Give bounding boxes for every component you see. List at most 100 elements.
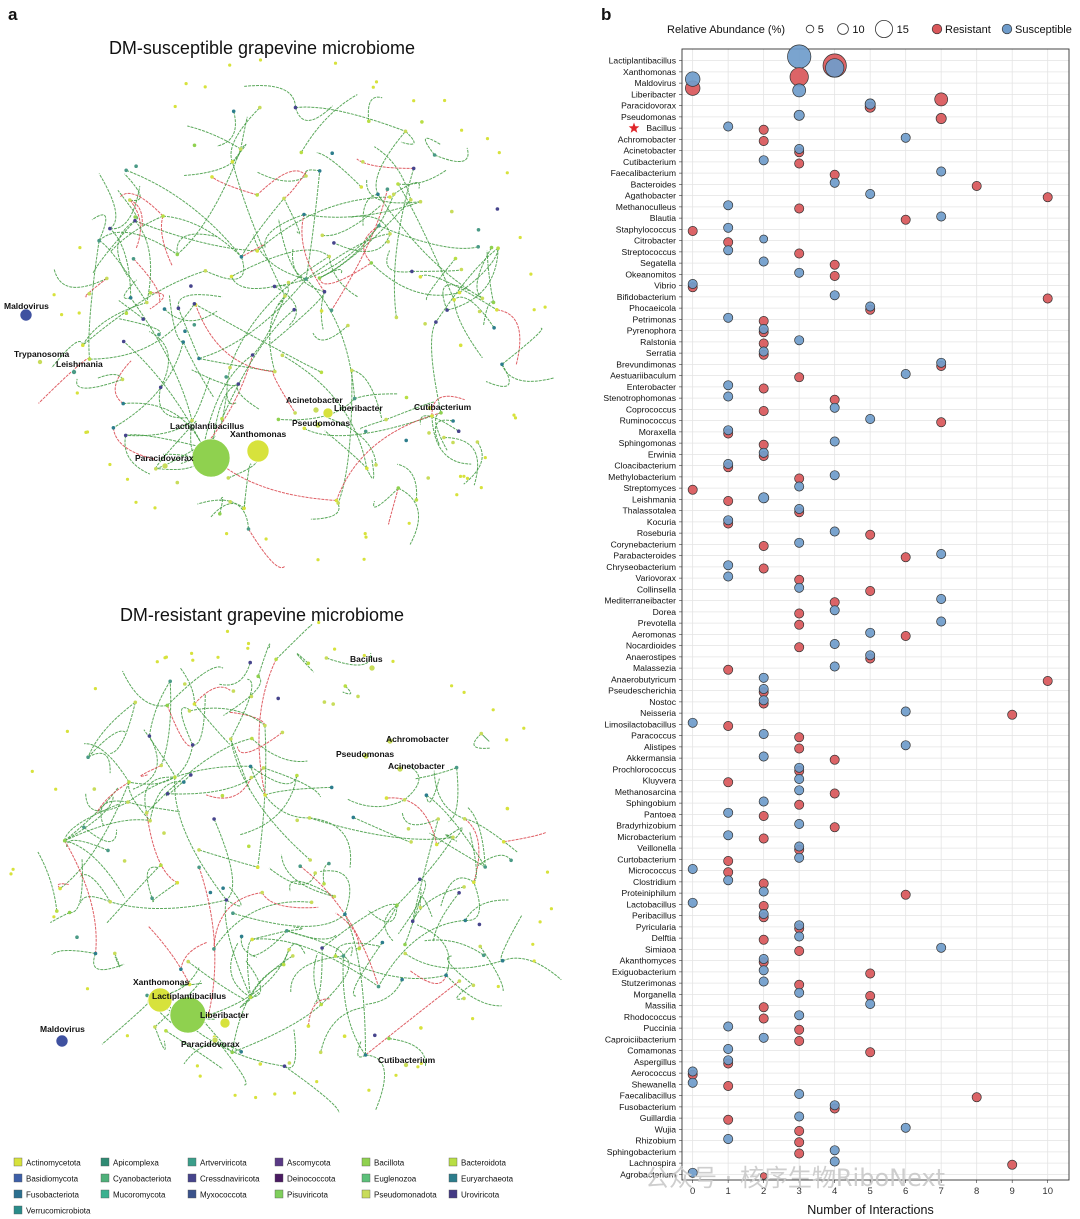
network-edge xyxy=(312,325,349,341)
hub-node-xanthomonas xyxy=(147,987,173,1013)
legend-size-value: 15 xyxy=(897,24,909,36)
network-node xyxy=(331,702,336,706)
network-node xyxy=(357,946,362,951)
network-edge xyxy=(485,364,510,387)
network-edge xyxy=(98,173,117,230)
network-edge xyxy=(250,765,298,785)
data-point-susceptible-methylobacterium xyxy=(829,470,840,481)
hub-node-maldovirus xyxy=(55,1034,69,1048)
data-point-susceptible-sphingobium xyxy=(758,796,769,807)
data-point-resistant-exiguobacterium xyxy=(865,968,876,979)
network-node xyxy=(320,233,325,238)
network-node xyxy=(304,174,308,178)
network-node xyxy=(462,996,466,1001)
network-node xyxy=(250,736,254,741)
network-edge xyxy=(132,735,158,790)
network-node xyxy=(148,291,153,295)
network-edge xyxy=(307,998,331,1027)
network-edge xyxy=(336,412,442,501)
isolated-node xyxy=(543,305,547,309)
network-node xyxy=(376,984,381,989)
network-edge xyxy=(359,419,387,430)
genus-label: Clostridium xyxy=(633,877,676,887)
network-node xyxy=(131,257,136,261)
network-edge xyxy=(322,863,330,884)
data-point-susceptible-rhizobium xyxy=(723,1134,734,1144)
legend-label-verrucomicrobiota: Verrucomicrobiota xyxy=(26,1207,91,1216)
legend-series-marker xyxy=(931,23,943,35)
data-point-resistant-agrobacterium xyxy=(760,1172,768,1180)
network-node xyxy=(319,1002,324,1007)
genus-label: Pseudescherichia xyxy=(608,686,676,696)
network-node xyxy=(496,246,500,250)
network-edge xyxy=(176,233,218,255)
data-point-susceptible-micrococcus xyxy=(687,864,698,874)
network-node xyxy=(248,660,252,665)
network-node xyxy=(255,249,260,253)
genus-label: Parabacteroides xyxy=(613,551,676,561)
data-point-susceptible-methanosarcina xyxy=(794,785,805,796)
network-edge xyxy=(268,867,316,885)
chart-legend: Relative Abundance (%) 5 10 15 Resistant Susc… xyxy=(667,19,1072,39)
isolated-node xyxy=(195,1064,199,1068)
data-point-resistant-guillardia xyxy=(723,1114,734,1125)
network-node xyxy=(145,993,149,998)
network-node xyxy=(445,308,449,312)
network-node xyxy=(402,798,407,802)
data-point-susceptible-aerococcus xyxy=(687,1066,698,1077)
genus-label: Mediterraneibacter xyxy=(604,596,676,606)
x-tick-label: 3 xyxy=(797,1186,802,1197)
isolated-node xyxy=(532,308,536,312)
network-edge xyxy=(232,912,346,927)
network-edge xyxy=(320,870,351,915)
network-edge xyxy=(256,196,390,252)
network-edge xyxy=(216,111,236,147)
x-tick-label: 0 xyxy=(690,1186,695,1197)
network-edge xyxy=(146,738,253,814)
hub-label-xanthomonas: Xanthomonas xyxy=(230,429,286,439)
network-edge xyxy=(305,170,321,280)
network-node xyxy=(495,308,499,312)
isolated-node xyxy=(75,391,79,395)
data-point-susceptible-clostridium xyxy=(723,875,734,886)
network-node xyxy=(197,356,201,361)
network-node xyxy=(133,700,138,705)
network-edge xyxy=(388,1038,427,1066)
isolated-node xyxy=(184,82,188,86)
network-edge xyxy=(109,228,132,298)
network-node xyxy=(363,429,368,434)
genus-label: Prevotella xyxy=(638,618,676,628)
isolated-node xyxy=(505,738,509,742)
network-edge xyxy=(416,924,450,976)
hub-node-paracidovorax xyxy=(161,462,169,470)
network-edge xyxy=(258,659,277,796)
network-edge xyxy=(146,812,178,884)
hub-label-acinetobacter: Acinetobacter xyxy=(286,395,343,405)
data-point-resistant-aestuariibaculum xyxy=(794,372,805,383)
data-point-susceptible-staphylococcus xyxy=(723,222,734,233)
network-edge xyxy=(124,435,151,475)
network-edge xyxy=(502,957,562,981)
isolated-node xyxy=(173,104,177,109)
network-node xyxy=(478,944,483,949)
network-node xyxy=(359,185,364,189)
network-edge xyxy=(167,767,264,795)
network-edge xyxy=(194,686,231,705)
genus-label: Paracidovorax xyxy=(621,101,677,111)
network-node xyxy=(391,192,396,197)
phylum-legend: Actinomycetota Apicomplexa Artverviricota A… xyxy=(13,1157,514,1216)
data-point-resistant-simiaoa xyxy=(794,946,805,956)
isolated-node xyxy=(471,1017,475,1021)
network-node xyxy=(238,147,243,151)
isolated-node xyxy=(191,658,195,662)
genus-label: Sphingobacterium xyxy=(607,1147,676,1157)
network-node xyxy=(302,212,306,217)
network-node xyxy=(500,362,504,367)
network-node xyxy=(500,958,505,963)
network-node xyxy=(302,426,307,431)
network-edge xyxy=(354,393,398,400)
data-point-resistant-shewanella xyxy=(723,1081,734,1091)
genus-label: Petrimonas xyxy=(633,314,676,324)
isolated-node xyxy=(164,655,168,659)
network-edge xyxy=(274,285,289,306)
